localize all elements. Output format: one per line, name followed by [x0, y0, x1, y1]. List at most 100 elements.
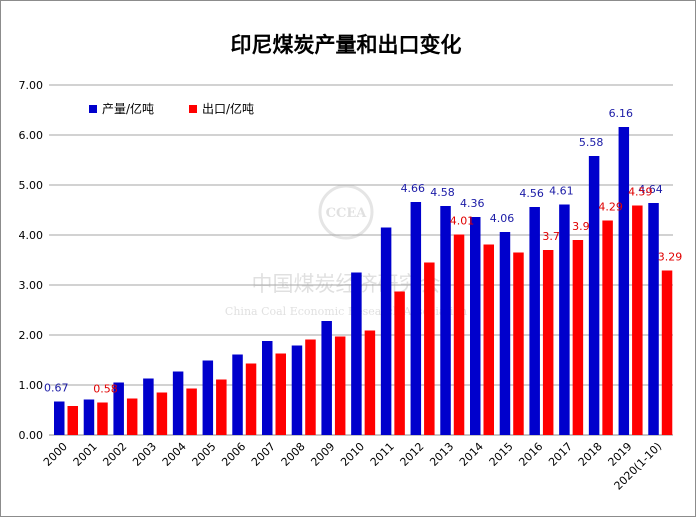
export-bar	[632, 205, 643, 435]
export-data-label: 3.29	[658, 251, 683, 264]
production-bar	[83, 399, 95, 435]
export-bar	[126, 398, 138, 435]
chart-title: 印尼煤炭产量和出口变化	[231, 33, 462, 57]
x-tick-label: 2005	[190, 440, 219, 469]
production-data-label: 4.66	[401, 182, 426, 195]
legend: 产量/亿吨 出口/亿吨	[89, 101, 254, 116]
production-bar	[291, 345, 303, 435]
production-bar	[54, 401, 65, 435]
export-bar	[542, 250, 554, 435]
x-tick-label: 2011	[368, 440, 397, 469]
bars-layer	[54, 127, 673, 435]
export-bar	[572, 240, 584, 435]
export-bar	[245, 363, 257, 435]
export-data-label: 4.29	[598, 201, 623, 214]
legend-label: 产量/亿吨	[102, 101, 154, 116]
export-bar	[67, 406, 78, 435]
export-data-label: 4.01	[450, 215, 475, 228]
export-data-label: 3.7	[542, 230, 560, 243]
production-data-label: 4.58	[430, 186, 455, 199]
y-tick-label: 7.00	[19, 79, 44, 92]
export-bar	[334, 336, 346, 435]
labels-layer: 0.67 4.66 4.58 4.36 4.06 4.56 4.61 5.58 6.16 4.64…	[44, 107, 682, 396]
production-bar	[380, 227, 392, 435]
production-data-label: 4.56	[519, 187, 544, 200]
y-tick-label: 5.00	[19, 179, 44, 192]
production-bar	[588, 156, 600, 435]
production-bar	[648, 203, 659, 435]
x-tick-label: 2012	[398, 440, 427, 469]
production-bar	[321, 321, 332, 435]
production-bar	[202, 360, 214, 435]
export-bar	[186, 388, 197, 435]
x-tick-label: 2001	[71, 440, 100, 469]
production-bar	[470, 217, 481, 435]
watermark-line1: 中国煤炭经济研究会	[252, 272, 441, 296]
export-bar	[394, 291, 405, 435]
production-bar	[499, 232, 511, 435]
legend-swatch	[189, 105, 197, 113]
watermark-line2: China Coal Economic Research Association	[225, 305, 467, 318]
export-data-label: 3.9	[572, 220, 590, 233]
x-tick-label: 2000	[41, 440, 70, 469]
production-bar	[529, 207, 540, 435]
export-bar	[513, 252, 524, 435]
x-tick-label: 2014	[457, 440, 486, 469]
xticks-layer: 2000 2001 2002 2003 2004 2005 2006 2007 2008 2009…	[41, 440, 664, 493]
export-bar	[483, 244, 494, 435]
export-bar	[216, 379, 227, 435]
export-bar	[661, 270, 673, 435]
production-data-label: 4.64	[638, 183, 663, 196]
x-tick-label: 2006	[219, 440, 248, 469]
production-bar	[143, 378, 154, 435]
x-tick-label: 2002	[100, 440, 129, 469]
export-bar	[424, 262, 435, 435]
x-tick-label: 2004	[160, 440, 189, 469]
x-tick-label: 2007	[249, 440, 278, 469]
production-data-label: 4.61	[549, 185, 574, 198]
export-bar	[602, 220, 613, 435]
production-data-label: 5.58	[579, 136, 604, 149]
x-tick-label: 2013	[427, 440, 456, 469]
export-data-label: 4.59	[628, 186, 653, 199]
production-data-label: 4.36	[460, 197, 485, 210]
production-bar	[440, 206, 451, 435]
y-tick-label: 0.00	[19, 429, 44, 442]
production-bar	[618, 127, 630, 435]
x-tick-label: 2017	[546, 440, 575, 469]
y-tick-label: 1.00	[19, 379, 44, 392]
y-tick-label: 6.00	[19, 129, 44, 142]
x-tick-label: 2015	[487, 440, 516, 469]
x-tick-label: 2003	[130, 440, 159, 469]
x-tick-label: 2018	[576, 440, 605, 469]
x-tick-label: 2016	[516, 440, 545, 469]
legend-swatch	[89, 105, 97, 113]
production-bar	[559, 204, 570, 435]
export-data-label: 0.58	[93, 383, 118, 396]
watermark: CCEA 中国煤炭经济研究会 China Coal Economic Resea…	[225, 184, 467, 318]
production-bar	[351, 272, 362, 435]
production-bar	[262, 341, 273, 435]
production-bar	[232, 354, 243, 435]
x-tick-label: 2009	[308, 440, 337, 469]
x-tick-label: 2010	[338, 440, 367, 469]
y-tick-label: 2.00	[19, 329, 44, 342]
y-tick-label: 3.00	[19, 279, 44, 292]
export-bar	[97, 402, 108, 435]
production-data-label: 0.67	[44, 382, 69, 395]
production-data-label: 4.06	[490, 212, 515, 225]
production-bar	[410, 202, 422, 435]
export-bar	[275, 353, 286, 435]
export-bar	[453, 234, 465, 435]
export-bar	[364, 330, 376, 435]
y-tick-label: 4.00	[19, 229, 44, 242]
legend-label: 出口/亿吨	[202, 101, 254, 116]
production-data-label: 6.16	[609, 107, 634, 120]
x-tick-label: 2008	[279, 440, 308, 469]
export-bar	[156, 392, 168, 435]
watermark-logo-text: CCEA	[326, 206, 368, 221]
watermark-logo-icon	[318, 184, 374, 240]
production-bar	[172, 371, 184, 435]
export-bar	[305, 339, 316, 435]
